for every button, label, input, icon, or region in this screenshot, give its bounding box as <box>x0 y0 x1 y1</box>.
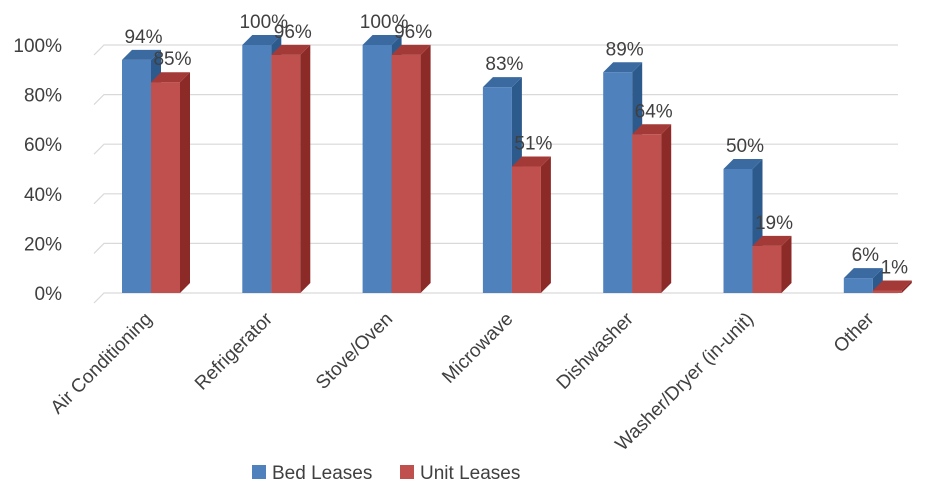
bar-side <box>540 156 551 293</box>
bar-top <box>122 49 161 60</box>
bar-front <box>723 169 753 293</box>
bar-front <box>362 45 392 293</box>
bar-top <box>872 280 912 291</box>
bar <box>632 124 672 293</box>
data-label: 50% <box>726 136 764 157</box>
bar-front <box>122 59 151 293</box>
data-label: 100% <box>360 12 409 33</box>
legend-label: Bed Leases <box>272 463 372 484</box>
bar-side <box>420 44 431 293</box>
bar-top <box>482 77 522 88</box>
bar <box>752 235 792 293</box>
bar-front <box>752 245 782 293</box>
data-label: 89% <box>606 39 644 60</box>
bar-top <box>632 124 672 135</box>
data-label: 96% <box>394 22 432 43</box>
bar-side <box>781 235 792 293</box>
bar-front <box>603 72 633 293</box>
bar-front <box>872 290 902 293</box>
legend: Bed Leases Unit Leases <box>252 463 520 484</box>
y-tick-label: 100% <box>13 36 62 57</box>
bar-top <box>271 44 311 55</box>
data-label: 83% <box>485 54 523 75</box>
bar-front <box>632 134 662 293</box>
bar-front <box>511 166 541 293</box>
category-label: Refrigerator <box>191 308 277 394</box>
bar-side <box>661 124 672 293</box>
data-label: 64% <box>635 101 673 122</box>
data-label: 100% <box>239 12 288 33</box>
bar <box>872 280 912 293</box>
bar-front <box>151 82 180 293</box>
category-label: Washer/Dryer (in-unit) <box>612 309 758 455</box>
data-label: 1% <box>881 258 909 279</box>
bar <box>843 268 883 293</box>
bar-top <box>603 62 643 73</box>
data-label: 94% <box>124 27 162 48</box>
bar-top <box>843 268 883 279</box>
legend-item: Bed Leases <box>252 463 372 484</box>
bar <box>511 156 551 293</box>
category-labels: Air Conditioning Refrigerator Stove/Oven Mi… <box>47 308 879 455</box>
legend-swatch <box>400 465 414 479</box>
y-tick-label: 20% <box>24 234 62 255</box>
data-label: 51% <box>514 134 552 155</box>
y-tick-label: 80% <box>24 86 62 107</box>
legend-label: Unit Leases <box>420 463 520 484</box>
bar-front <box>271 54 301 293</box>
gridline <box>93 292 898 304</box>
bar-top <box>242 35 282 45</box>
bar-top <box>511 156 551 167</box>
bar-front <box>482 87 512 293</box>
category-label: Stove/Oven <box>312 309 397 394</box>
bar <box>723 159 763 293</box>
y-tick-label: 60% <box>24 135 62 156</box>
bar-top <box>723 159 763 169</box>
bar-front <box>242 45 272 293</box>
category-label: Microwave <box>438 309 517 388</box>
gridline <box>93 44 898 56</box>
bar-top <box>362 35 402 45</box>
legend-swatch <box>252 465 266 479</box>
data-label: 96% <box>274 22 312 43</box>
data-labels: 94% 100% 100% 83% 89% 50% 6% 85% 96% 96% 51% 64% 19%… <box>124 12 908 279</box>
bar <box>151 72 190 293</box>
bar-top <box>151 72 190 83</box>
y-tick-label: 40% <box>24 185 62 206</box>
bar <box>271 44 311 293</box>
data-label: 85% <box>153 49 191 70</box>
bar-side <box>300 44 311 293</box>
data-label: 6% <box>852 245 880 266</box>
category-label: Other <box>830 308 879 357</box>
bar-side <box>180 72 190 293</box>
bar-series <box>122 35 912 293</box>
bar-front <box>391 54 421 293</box>
data-label: 19% <box>755 213 793 234</box>
category-label: Air Conditioning <box>47 309 157 419</box>
y-tick-label: 0% <box>35 284 63 305</box>
bar-top <box>391 44 431 55</box>
bar-side <box>901 280 912 293</box>
legend-item: Unit Leases <box>400 463 520 484</box>
bar-front <box>843 278 873 293</box>
bar <box>391 44 431 293</box>
category-label: Dishwasher <box>553 308 639 394</box>
bar-side <box>872 268 883 293</box>
bar-top <box>752 235 792 246</box>
y-axis-tick-labels: 0% 20% 40% 60% 80% 100% <box>13 36 62 305</box>
